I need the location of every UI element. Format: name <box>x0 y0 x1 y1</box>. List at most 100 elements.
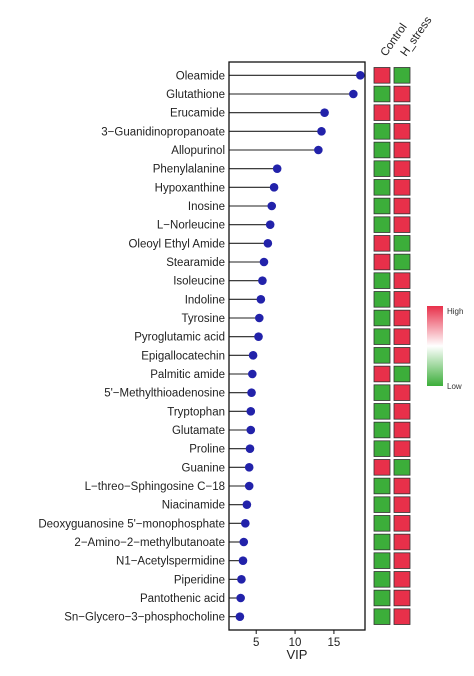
metabolite-label: Isoleucine <box>173 276 225 288</box>
heatmap-cell-h-stress <box>393 253 411 271</box>
legend-high-label: High <box>447 307 463 316</box>
heatmap-cell-h-stress <box>393 533 411 551</box>
vip-point <box>246 407 256 416</box>
heatmap-cell-h-stress <box>393 179 411 196</box>
vip-point <box>256 295 266 304</box>
heatmap-cell-control <box>373 85 391 103</box>
heatmap-cell-control <box>373 589 391 607</box>
heatmap-cell-control <box>373 309 391 327</box>
metabolite-label: Hypoxanthine <box>155 182 225 194</box>
vip-point <box>320 108 329 117</box>
heatmap-cell-control <box>373 608 391 625</box>
heatmap-cell-control <box>373 123 391 140</box>
vip-point <box>245 444 255 453</box>
vip-point <box>272 164 282 173</box>
vip-point <box>246 425 256 435</box>
vip-point <box>269 183 279 192</box>
heatmap-cell-control <box>373 104 391 121</box>
heatmap-cell-h-stress <box>393 272 411 289</box>
vip-point <box>235 612 245 621</box>
vip-point <box>244 481 254 491</box>
x-axis-label: VIP <box>287 647 308 662</box>
heatmap-cell-control <box>373 421 391 439</box>
vip-point <box>236 593 245 603</box>
heatmap-cell-control <box>373 197 391 215</box>
x-axis-ticks: 5 10 15 <box>253 630 340 649</box>
heatmap-cell-control <box>373 365 391 383</box>
metabolite-label: Piperidine <box>174 574 225 586</box>
vip-point <box>254 332 263 341</box>
heatmap-cell-h-stress <box>393 515 411 532</box>
vip-point <box>317 127 326 136</box>
metabolite-label: Oleamide <box>176 70 225 82</box>
heatmap-cells <box>373 67 411 625</box>
heatmap-cell-control <box>373 477 391 495</box>
color-legend: High Low <box>427 306 463 391</box>
heatmap-cell-h-stress <box>393 309 411 327</box>
metabolite-label: 3−Guanidinopropanoate <box>101 126 225 138</box>
heatmap-cell-control <box>373 552 391 569</box>
legend-low-label: Low <box>447 382 462 391</box>
heatmap-cell-h-stress <box>393 291 411 308</box>
metabolite-label: L−Norleucine <box>157 220 225 232</box>
heatmap-cell-h-stress <box>393 365 411 383</box>
heatmap-cell-control <box>373 384 391 401</box>
heatmap-cell-control <box>373 179 391 196</box>
x-tick-label: 10 <box>289 637 302 649</box>
heatmap-cell-h-stress <box>393 421 411 439</box>
heatmap-cell-h-stress <box>393 160 411 177</box>
heatmap-cell-h-stress <box>393 552 411 569</box>
heatmap-cell-control <box>373 328 391 345</box>
vip-point <box>265 220 275 229</box>
vip-point <box>242 500 252 509</box>
heatmap-cell-control <box>373 515 391 532</box>
vip-point <box>356 71 365 80</box>
heatmap-cell-h-stress <box>393 197 411 215</box>
vip-point <box>259 257 269 267</box>
vip-point <box>267 201 277 211</box>
heatmap-cell-h-stress <box>393 123 411 140</box>
heatmap-cell-control <box>373 496 391 513</box>
heatmap-cell-control <box>373 67 391 84</box>
heatmap-cell-h-stress <box>393 440 411 457</box>
heatmap-cell-control <box>373 533 391 551</box>
heatmap-column-header: H_stress <box>399 14 435 58</box>
heatmap-cell-h-stress <box>393 85 411 103</box>
metabolite-label: Pyroglutamic acid <box>134 332 225 344</box>
vip-point <box>248 351 258 360</box>
heatmap-cell-control <box>373 160 391 177</box>
heatmap-cell-h-stress <box>393 104 411 121</box>
metabolite-label: Sn−Glycero−3−phosphocholine <box>64 612 225 624</box>
metabolite-labels: Oleamide Glutathione Erucamide 3−Guanidinop… <box>38 70 225 623</box>
heatmap-cell-h-stress <box>393 235 411 252</box>
heatmap-cell-control <box>373 141 391 159</box>
heatmap-cell-h-stress <box>393 608 411 625</box>
metabolite-label: Tryptophan <box>167 406 225 418</box>
heatmap-cell-control <box>373 216 391 233</box>
heatmap-cell-h-stress <box>393 496 411 513</box>
heatmap-cell-control <box>373 440 391 457</box>
metabolite-label: Phenylalanine <box>153 164 225 176</box>
heatmap-cell-h-stress <box>393 571 411 588</box>
vip-point <box>238 556 248 565</box>
heatmap-cell-h-stress <box>393 477 411 495</box>
heatmap-cell-control <box>373 347 391 364</box>
plot-frame <box>228 61 366 631</box>
vip-point <box>349 89 358 99</box>
vip-point <box>255 313 264 323</box>
heatmap-cell-h-stress <box>393 141 411 159</box>
vip-point <box>263 239 273 248</box>
heatmap-cell-control <box>373 571 391 588</box>
vip-point <box>237 575 246 584</box>
heatmap-cell-h-stress <box>393 459 411 476</box>
metabolite-label: L−threo−Sphingosine C−18 <box>85 481 225 493</box>
heatmap-cell-h-stress <box>393 403 411 420</box>
metabolite-label: Epigallocatechin <box>141 350 225 362</box>
metabolite-label: N1−Acetylspermidine <box>116 556 225 568</box>
metabolite-label: 5'−Methylthioadenosine <box>104 388 225 400</box>
metabolite-label: Inosine <box>188 201 225 213</box>
metabolite-label: Glutathione <box>166 89 225 101</box>
metabolite-label: Erucamide <box>170 108 225 120</box>
metabolite-label: Oleoyl Ethyl Amide <box>128 238 225 250</box>
